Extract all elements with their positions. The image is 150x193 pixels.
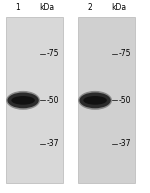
Bar bbox=[6, 17, 63, 183]
Bar bbox=[78, 17, 135, 183]
Text: -75: -75 bbox=[47, 49, 60, 58]
Text: 1: 1 bbox=[16, 3, 20, 12]
Ellipse shape bbox=[8, 92, 39, 108]
Text: -50: -50 bbox=[47, 96, 60, 105]
Text: kDa: kDa bbox=[39, 3, 55, 12]
Ellipse shape bbox=[80, 92, 111, 108]
Text: -37: -37 bbox=[47, 139, 60, 148]
Text: -75: -75 bbox=[119, 49, 132, 58]
Text: -37: -37 bbox=[119, 139, 132, 148]
Ellipse shape bbox=[6, 91, 40, 110]
Ellipse shape bbox=[78, 91, 112, 110]
Ellipse shape bbox=[11, 96, 35, 105]
Text: -50: -50 bbox=[119, 96, 132, 105]
Text: 2: 2 bbox=[88, 3, 92, 12]
Text: kDa: kDa bbox=[111, 3, 127, 12]
Ellipse shape bbox=[83, 96, 107, 105]
